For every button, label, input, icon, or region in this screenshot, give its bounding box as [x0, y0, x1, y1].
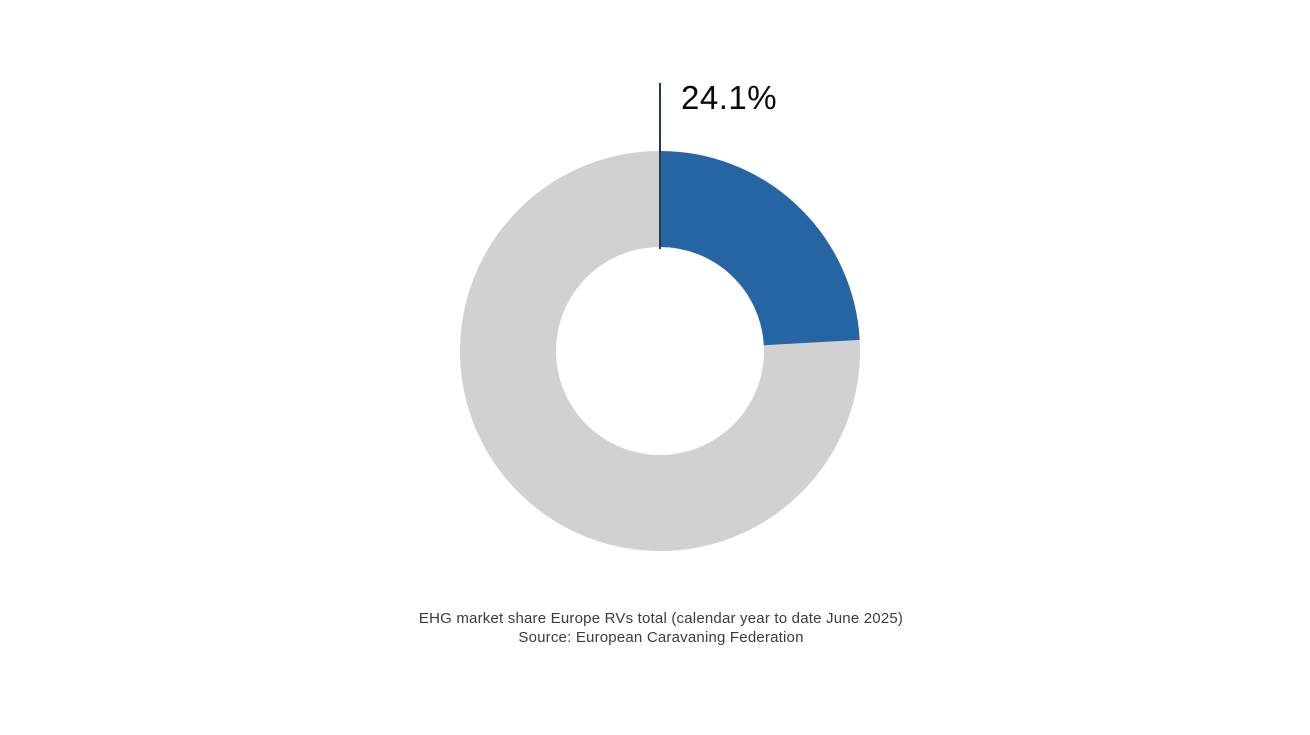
slice-value-label: 24.1%	[681, 79, 778, 116]
caption-title: EHG market share Europe RVs total (calen…	[418, 610, 904, 627]
chart-caption: EHG market share Europe RVs total (calen…	[6, 609, 1310, 647]
caption-source: Source: European Caravaning Federation	[518, 629, 804, 646]
